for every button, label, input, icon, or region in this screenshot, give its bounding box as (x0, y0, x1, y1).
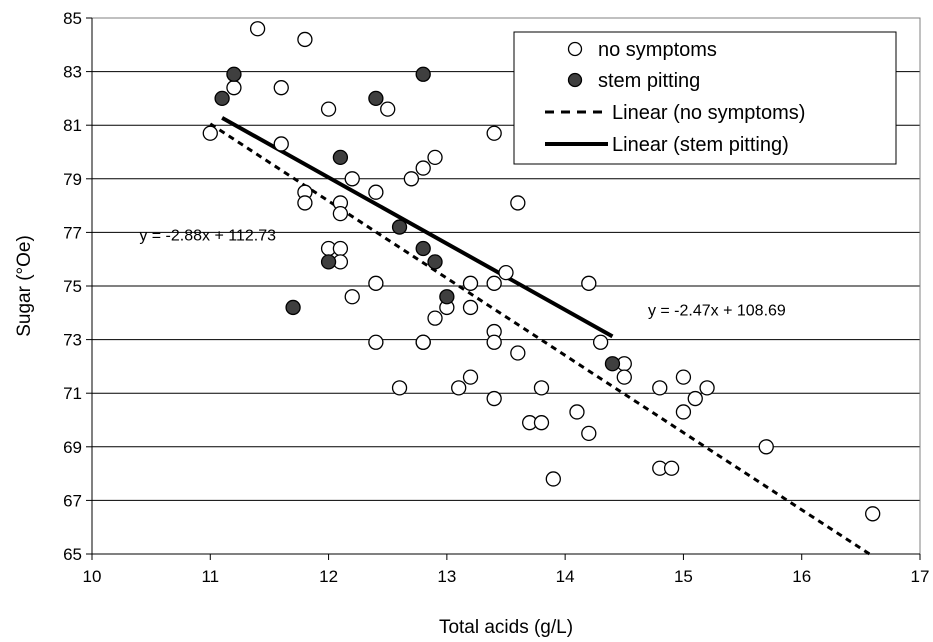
x-tick-label: 15 (674, 567, 693, 586)
y-tick-label: 85 (63, 9, 82, 28)
point-no-symptoms (380, 101, 396, 117)
legend-label-linear-no-symptoms: Linear (no symptoms) (612, 102, 805, 124)
point-no-symptoms (592, 334, 609, 350)
point-no-symptoms (687, 390, 703, 407)
point-stem-pitting (604, 356, 621, 372)
point-no-symptoms (486, 334, 502, 350)
point-no-symptoms (226, 80, 242, 96)
y-tick-label: 81 (63, 116, 82, 135)
point-no-symptoms (427, 310, 443, 326)
point-no-symptoms (332, 240, 349, 257)
point-no-symptoms (368, 275, 384, 291)
axes (86, 17, 921, 560)
point-no-symptoms (675, 369, 692, 385)
point-no-symptoms (510, 345, 526, 361)
point-no-symptoms (451, 380, 467, 396)
x-tick-label: 10 (83, 567, 102, 586)
legend-label-linear-stem-pitting: Linear (stem pitting) (612, 134, 789, 156)
x-tick-label: 11 (201, 567, 219, 586)
y-tick-label: 69 (63, 438, 82, 457)
legend-symbol-no-symptoms (567, 41, 583, 57)
point-no-symptoms (486, 125, 502, 141)
data-points (202, 21, 881, 522)
point-no-symptoms (249, 21, 266, 37)
trendline-stem-pitting (221, 116, 614, 339)
point-no-symptoms (368, 184, 384, 200)
y-tick-label: 75 (63, 277, 82, 296)
point-no-symptoms (545, 471, 561, 487)
point-no-symptoms (581, 275, 597, 291)
point-no-symptoms (427, 149, 443, 166)
point-no-symptoms (865, 506, 881, 522)
point-no-symptoms (486, 390, 502, 407)
y-tick-label: 65 (63, 545, 82, 564)
legend-label-no-symptoms: no symptoms (598, 39, 717, 61)
point-no-symptoms (403, 171, 420, 187)
point-no-symptoms (581, 425, 597, 442)
point-no-symptoms (320, 101, 337, 117)
x-tick-label: 17 (911, 567, 930, 586)
point-no-symptoms (344, 171, 360, 187)
point-stem-pitting (214, 90, 230, 107)
point-no-symptoms (368, 334, 384, 350)
point-no-symptoms (415, 160, 431, 176)
point-no-symptoms (699, 380, 715, 396)
x-axis-title: Total acids (g/L) (439, 617, 573, 638)
point-no-symptoms (273, 136, 289, 152)
trendline-equation-no-symptoms: y = -2.88x + 112.73 (139, 227, 276, 244)
point-stem-pitting (368, 90, 384, 107)
point-stem-pitting (332, 149, 349, 166)
point-stem-pitting (415, 240, 431, 257)
point-no-symptoms (273, 80, 289, 96)
x-tick-label: 12 (319, 567, 338, 586)
tick-labels: 65 67 69 71 73 75 77 79 81 83 85 10 11 12 13 14 15 16 17 (63, 9, 929, 586)
point-no-symptoms (569, 404, 585, 420)
y-tick-label: 71 (63, 384, 82, 403)
x-tick-label: 16 (792, 567, 811, 586)
point-no-symptoms (498, 264, 514, 281)
point-stem-pitting (320, 254, 337, 270)
point-stem-pitting (391, 219, 408, 235)
point-stem-pitting (285, 299, 301, 316)
point-no-symptoms (486, 275, 502, 291)
x-tick-label: 14 (556, 567, 575, 586)
trendline-equation-stem-pitting: y = -2.47x + 108.69 (648, 302, 786, 319)
point-no-symptoms (758, 439, 774, 455)
y-tick-label: 83 (63, 63, 82, 82)
point-no-symptoms (415, 334, 431, 350)
trendlines (209, 116, 874, 558)
y-tick-label: 79 (63, 170, 82, 189)
point-no-symptoms (332, 205, 349, 222)
point-no-symptoms (663, 460, 680, 476)
point-no-symptoms (675, 404, 692, 420)
y-tick-label: 73 (63, 331, 82, 350)
point-stem-pitting (439, 289, 455, 305)
legend-symbol-stem-pitting (567, 72, 583, 88)
y-axis-title: Sugar (°Oe) (14, 235, 35, 337)
y-tick-label: 77 (63, 223, 82, 242)
legend: no symptoms stem pitting Linear (no symp… (513, 31, 897, 165)
y-tick-label: 67 (63, 491, 82, 510)
point-no-symptoms (652, 380, 668, 396)
point-stem-pitting (427, 254, 443, 270)
point-no-symptoms (202, 125, 218, 141)
point-no-symptoms (510, 195, 526, 211)
point-no-symptoms (344, 289, 360, 305)
point-no-symptoms (297, 195, 313, 211)
point-no-symptoms (533, 415, 550, 431)
point-no-symptoms (462, 369, 479, 385)
point-stem-pitting (415, 66, 431, 82)
legend-label-stem-pitting: stem pitting (598, 70, 700, 92)
point-no-symptoms (297, 31, 313, 48)
point-no-symptoms (616, 369, 632, 385)
point-no-symptoms (533, 380, 550, 396)
point-stem-pitting (226, 66, 242, 82)
point-no-symptoms (462, 299, 479, 316)
x-tick-label: 13 (437, 567, 456, 586)
point-no-symptoms (391, 380, 408, 396)
point-no-symptoms (462, 275, 479, 291)
